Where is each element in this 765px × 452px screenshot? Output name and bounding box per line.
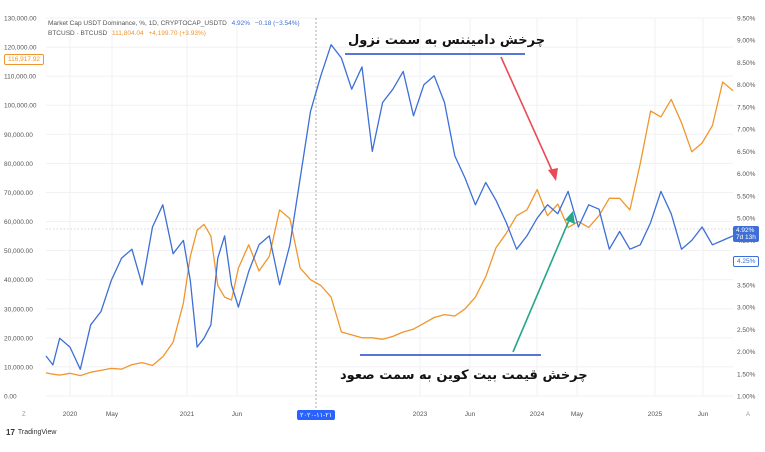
tradingview-logo-icon: 17 — [6, 428, 15, 437]
legend-btc-change: +4,199.70 (+3.93%) — [148, 30, 206, 37]
green-arrow-line — [512, 217, 571, 353]
legend-btc: BTCUSD · BTCUSD 111,804.04 +4,199.70 (+3… — [48, 30, 206, 37]
right-axis-tick: 9.00% — [737, 38, 756, 45]
x-axis-tick: 2020 — [63, 411, 78, 418]
left-axis-tick: 120,000.00 — [4, 45, 37, 52]
left-axis-tick: 40,000.00 — [4, 277, 33, 284]
right-countdown: 7d 13h — [736, 234, 756, 241]
annotation-bottom: چرخش قیمت بیت کوین به سمت صعود — [340, 368, 588, 383]
right-current-tag: 4.92% 7d 13h — [733, 226, 759, 242]
x-axis-tick: 2021 — [180, 411, 195, 418]
x-axis-tick: 2024 — [530, 411, 545, 418]
tradingview-brand: 17 TradingView — [6, 428, 56, 437]
legend-btc-value: 111,804.04 — [112, 30, 144, 37]
left-axis-tick: 30,000.00 — [4, 306, 33, 313]
left-price-tag: 116,917.92 — [4, 54, 45, 65]
left-axis-tick: 70,000.00 — [4, 190, 33, 197]
x-axis-tick: May — [571, 411, 584, 418]
legend-btc-name: BTCUSD · BTCUSD — [48, 30, 108, 37]
left-axis-tick: 130,000.00 — [4, 16, 37, 23]
left-axis-tick: 20,000.00 — [4, 335, 33, 342]
legend-usdt-value: 4.92% — [231, 20, 251, 27]
right-current-value: 4.92% — [736, 227, 755, 234]
right-axis-tick: 3.50% — [737, 282, 756, 289]
legend-usdt: Market Cap USDT Dominance, %, 1D, CRYPTO… — [48, 20, 300, 27]
series-line-usdt — [45, 44, 734, 370]
right-axis-tick: 2.50% — [737, 327, 756, 334]
red-arrow-line — [500, 56, 555, 176]
right-axis-tick: 6.50% — [737, 149, 756, 156]
right-axis-tick: 7.00% — [737, 127, 756, 134]
left-axis-tick: 90,000.00 — [4, 132, 33, 139]
annotation-top: چرخش دامیننس به سمت نزول — [348, 33, 546, 48]
right-axis-tick: 8.50% — [737, 60, 756, 67]
left-axis-tick: 10,000.00 — [4, 364, 33, 371]
right-axis-tick: 1.50% — [737, 371, 756, 378]
axis-auto-icon: A — [746, 412, 750, 418]
right-axis-tick: 3.00% — [737, 305, 756, 312]
right-axis-tick: 2.00% — [737, 349, 756, 356]
right-axis-tick: 1.00% — [737, 394, 756, 401]
right-axis-tick: 8.00% — [737, 82, 756, 89]
x-axis-tick: 2025 — [648, 411, 663, 418]
tradingview-label: TradingView — [17, 429, 57, 436]
series-line-btc — [45, 81, 734, 377]
legend-usdt-name: Market Cap USDT Dominance, %, 1D, CRYPTO… — [48, 20, 227, 27]
right-axis-tick: 9.50% — [737, 16, 756, 23]
axis-zoom-icon: Z — [22, 412, 26, 418]
right-axis-tick: 5.50% — [737, 193, 756, 200]
left-axis-tick: 110,000.00 — [4, 74, 36, 81]
right-axis-tick: 7.50% — [737, 104, 756, 111]
x-axis-tick: Jun — [698, 411, 709, 418]
green-arrow-head — [565, 211, 575, 224]
crosshair-date-tag: ۲۰۲۰-۱۱-۲۱ — [297, 410, 336, 420]
legend-usdt-change: −0.18 (−3.54%) — [254, 20, 300, 27]
x-axis-tick: Jun — [232, 411, 243, 418]
x-axis-tick: 2023 — [413, 411, 428, 418]
left-axis-tick: 50,000.00 — [4, 248, 33, 255]
x-axis-tick: Jun — [465, 411, 476, 418]
x-axis-tick: May — [106, 411, 119, 418]
right-axis-tick: 6.00% — [737, 171, 756, 178]
left-axis-tick: 80,000.00 — [4, 161, 33, 168]
right-axis-tick: 5.00% — [737, 216, 756, 223]
right-low-tag: 4.25% — [733, 256, 760, 267]
left-axis-tick: 100,000.00 — [4, 103, 37, 110]
left-axis-tick: 0.00 — [4, 394, 17, 401]
red-arrow-head — [548, 168, 558, 181]
left-axis-tick: 60,000.00 — [4, 219, 33, 226]
